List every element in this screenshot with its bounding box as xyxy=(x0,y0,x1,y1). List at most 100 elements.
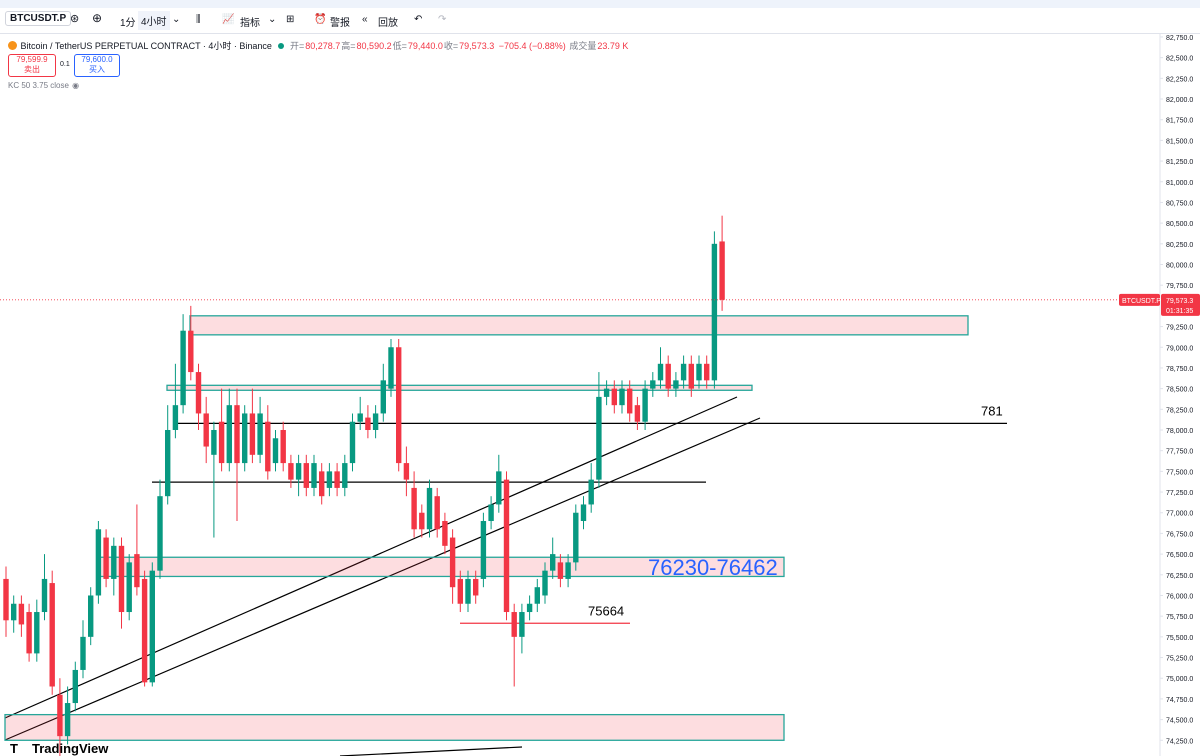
price-tag xyxy=(1161,293,1200,316)
interval-button[interactable]: 1分 xyxy=(120,18,136,29)
candle-body xyxy=(434,496,440,530)
candle-body xyxy=(272,438,279,464)
candle-body xyxy=(550,554,556,571)
sell-button[interactable]: 79,599.9 卖出 xyxy=(8,54,56,77)
zone xyxy=(4,713,785,741)
level-label: 75664 xyxy=(588,603,624,618)
undo-button[interactable]: ↶ xyxy=(414,14,423,25)
candle-body xyxy=(126,562,132,613)
candle-body xyxy=(72,669,78,704)
branding: TradingView xyxy=(32,741,109,756)
candle-body xyxy=(319,471,325,497)
candle-body xyxy=(165,429,171,497)
candle-body xyxy=(18,603,25,625)
dropdown[interactable]: ⌄ xyxy=(268,14,277,25)
y-tick-label: 78,750.0 xyxy=(1166,366,1193,373)
status-dot xyxy=(278,43,285,49)
zone-label: 76230-76462 xyxy=(648,555,778,580)
candle-body xyxy=(203,413,209,447)
chart-type[interactable]: ⫼ xyxy=(196,14,201,25)
candle-body xyxy=(419,512,425,530)
candle-body xyxy=(480,521,487,579)
price-tag-text: 79,573.3 xyxy=(1166,298,1193,305)
buy-button[interactable]: 79,600.0 买入 xyxy=(74,54,120,77)
candle-body xyxy=(526,603,533,613)
candle-body xyxy=(650,380,656,389)
candle-body xyxy=(573,512,579,563)
candle-body xyxy=(496,471,502,505)
candle-body xyxy=(542,570,548,596)
candle-body xyxy=(342,463,348,488)
candle-body xyxy=(249,413,256,455)
candle-body xyxy=(226,405,232,464)
candle-body xyxy=(103,537,109,579)
y-tick-label: 80,500.0 xyxy=(1166,221,1193,228)
candle-body xyxy=(242,413,248,464)
candle-body xyxy=(180,330,186,406)
legend-value: 80,278.7 xyxy=(305,41,341,51)
candle-body xyxy=(449,537,456,588)
candle-body xyxy=(642,388,648,422)
icon: ⏰ xyxy=(314,14,327,25)
candle-body xyxy=(580,504,587,522)
y-tick-label: 77,500.0 xyxy=(1166,469,1193,476)
candle-body xyxy=(388,347,394,389)
layout-button[interactable]: ⊞ xyxy=(286,14,295,25)
y-tick-label: 80,000.0 xyxy=(1166,263,1193,270)
y-tick-label: 78,250.0 xyxy=(1166,407,1193,414)
replay-button[interactable]: 回放 xyxy=(378,18,398,29)
y-tick-label: 81,000.0 xyxy=(1166,180,1193,187)
y-tick-label: 82,750.0 xyxy=(1166,35,1193,42)
zone xyxy=(166,384,753,391)
y-tick-label: 81,500.0 xyxy=(1166,138,1193,145)
redo-button[interactable]: ↷ xyxy=(438,14,447,25)
candle-body xyxy=(473,578,479,596)
candle-body xyxy=(488,504,494,522)
y-tick-label: 77,750.0 xyxy=(1166,449,1193,456)
candle-body xyxy=(172,405,179,430)
trend-line xyxy=(4,417,761,741)
zone xyxy=(189,315,969,336)
indicators-button[interactable]: 指标 xyxy=(240,18,260,29)
interval-button[interactable]: 4小时 xyxy=(138,11,170,30)
candle-body xyxy=(257,413,263,455)
trend-line xyxy=(339,746,523,756)
candle-body xyxy=(396,347,402,464)
y-tick-label: 81,750.0 xyxy=(1166,118,1193,125)
candle-body xyxy=(696,363,702,381)
y-tick-label: 78,500.0 xyxy=(1166,387,1193,394)
candle-body xyxy=(11,603,17,621)
y-tick-label: 81,250.0 xyxy=(1166,159,1193,166)
indicator-name: KC 50 3.75 close xyxy=(8,81,69,90)
candle-body xyxy=(704,363,710,381)
candle-body xyxy=(665,363,671,389)
candle-body xyxy=(218,421,225,464)
candle-body xyxy=(41,578,48,613)
candle-body xyxy=(134,554,140,588)
y-tick-label: 76,250.0 xyxy=(1166,573,1193,580)
candle-body xyxy=(619,388,625,406)
candle-body xyxy=(326,471,333,488)
candle-body xyxy=(195,372,202,414)
countdown-text: 01:31:35 xyxy=(1166,308,1193,315)
candle-body xyxy=(34,612,40,654)
icon[interactable]: ⊛ xyxy=(70,13,80,25)
candle-body xyxy=(465,578,471,604)
candle-body xyxy=(334,471,340,488)
alert-button[interactable]: 警报 xyxy=(330,18,350,29)
candle-body xyxy=(634,405,641,422)
candle-body xyxy=(149,570,155,683)
legend-label: 开= xyxy=(289,41,305,51)
y-tick-label: 76,000.0 xyxy=(1166,593,1193,600)
candle-body xyxy=(288,463,294,480)
level-label: 781 xyxy=(981,403,1003,418)
legend-title: Bitcoin / TetherUS PERPETUAL CONTRACT · … xyxy=(20,41,272,51)
candle-body xyxy=(403,463,410,480)
add-button[interactable]: ⊕ xyxy=(92,11,103,25)
legend-value: 79,440.0 xyxy=(407,41,443,51)
candle-body xyxy=(111,545,117,579)
eye-icon[interactable]: ◉ xyxy=(72,81,80,90)
dropdown[interactable]: ⌄ xyxy=(172,14,181,25)
symbol-button[interactable]: BTCUSDT.P xyxy=(5,11,72,26)
candle-body xyxy=(688,363,694,389)
